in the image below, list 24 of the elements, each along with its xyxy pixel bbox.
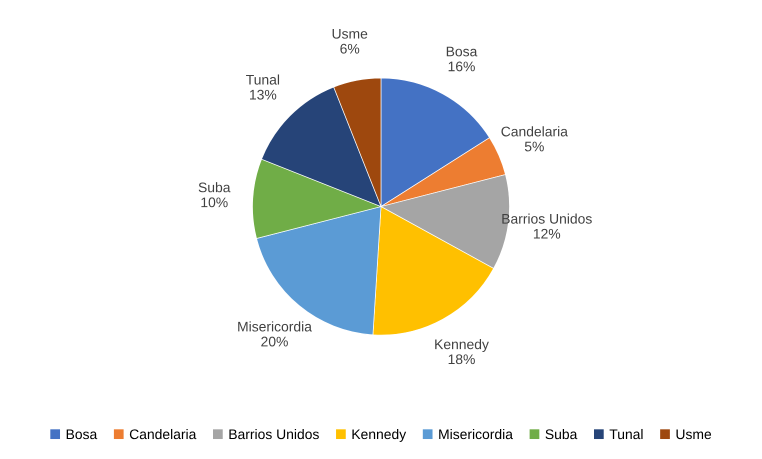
- legend-label: Kennedy: [352, 428, 406, 442]
- slice-label: Bosa: [446, 46, 478, 56]
- legend-label: Tunal: [610, 428, 643, 440]
- slice-label: Misericordia: [238, 321, 312, 332]
- slice-label: Suba: [198, 182, 230, 192]
- slice-label: Tunal: [246, 74, 280, 85]
- data-label: 5%: [524, 142, 544, 152]
- legend-label: Misericordia: [439, 428, 513, 440]
- data-label: 16%: [448, 62, 475, 72]
- slice-label: Kennedy: [435, 339, 489, 352]
- legend-label: Bosa: [66, 429, 98, 440]
- data-label: 6%: [340, 44, 360, 54]
- legend-label: Barrios Unidos: [229, 428, 319, 440]
- slice-label: Candelaria: [501, 126, 568, 136]
- data-label: 18%: [448, 354, 475, 364]
- slice-label: Barrios Unidos: [502, 214, 592, 224]
- slice-label: Usme: [332, 28, 368, 39]
- data-label: 12%: [534, 228, 560, 239]
- legend-label: Candelaria: [130, 428, 196, 440]
- data-label: 13%: [250, 90, 276, 100]
- legend-label: Usme: [676, 429, 712, 440]
- legend-label: Suba: [546, 428, 578, 440]
- data-label: 20%: [261, 336, 288, 346]
- data-label: 10%: [201, 197, 228, 208]
